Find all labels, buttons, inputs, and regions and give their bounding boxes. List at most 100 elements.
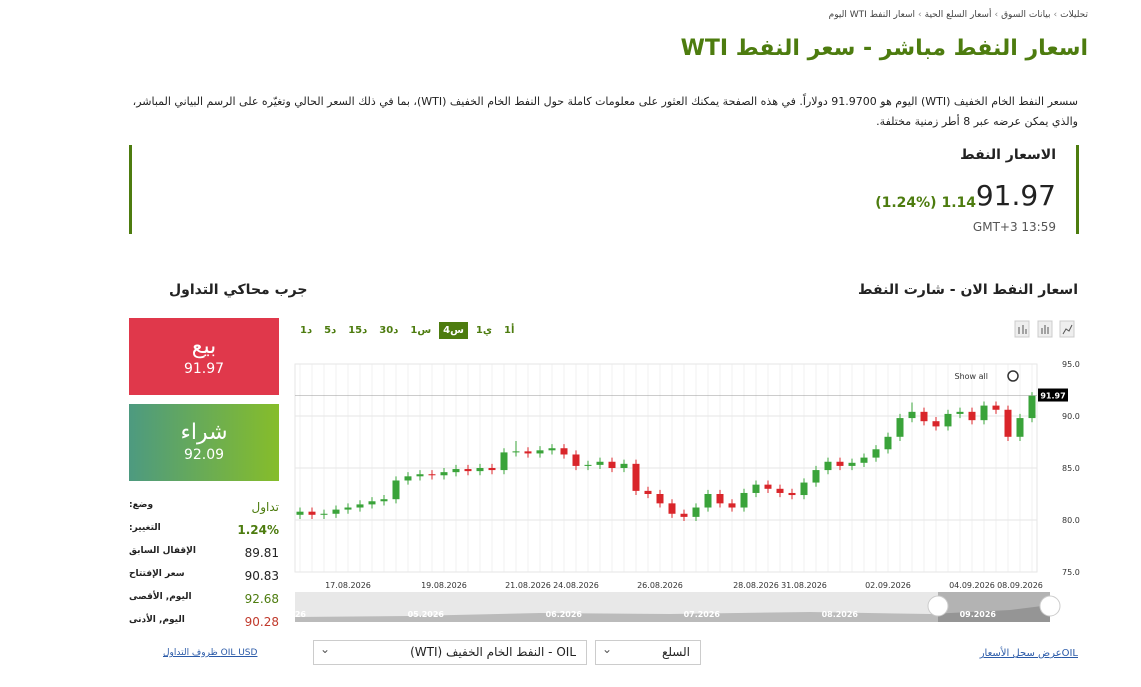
current-price-box (1038, 388, 1068, 402)
show-all: Show all (955, 372, 988, 381)
candle-body (848, 462, 856, 466)
timeframe-button[interactable]: 15د (348, 325, 368, 336)
chart-heading: اسعار النفط الان - شارت النفط (858, 282, 1078, 298)
candle-body (296, 511, 304, 515)
navigator-label: 06.2026 (546, 610, 583, 619)
candle-body (716, 494, 724, 504)
stat-value: 92.68 (244, 592, 279, 606)
candle-body (668, 503, 676, 514)
candle-body (488, 468, 496, 471)
candle-body (944, 413, 952, 427)
candle-body (968, 411, 976, 421)
candle-body (980, 405, 988, 421)
candle-body (476, 468, 484, 472)
breadcrumb: تحليلات›بيانات السوق›أسعار السلع الحية›ا… (828, 10, 1088, 20)
timeframe-button[interactable]: 1أ (504, 325, 515, 336)
stat-row: 92.68 اليوم, الأقصى (129, 592, 279, 606)
candle-body (548, 448, 556, 451)
history-link[interactable]: OILعرض سجل الأسعار (979, 648, 1078, 659)
conditions-link[interactable]: OIL USD ظروف التداول (163, 648, 258, 658)
x-tick-label: 24.08.2026 (553, 581, 599, 590)
timeframe-button[interactable]: 1د (300, 325, 313, 336)
candle-body (416, 474, 424, 477)
candle-body (800, 482, 808, 496)
price-box: الاسعار النفط 91.97 (1.24%) 1.14 GMT+3 1… (129, 145, 1079, 234)
candle-body (620, 463, 628, 468)
candle-body (332, 509, 340, 514)
candle-body (872, 449, 880, 458)
stat-value: 1.24% (237, 523, 279, 537)
timeframe-button[interactable]: 1ي (475, 325, 493, 336)
candle-body (512, 451, 520, 453)
candle-body (920, 411, 928, 422)
x-tick-label: 21.08.2026 (505, 581, 551, 590)
x-tick-label: 28.08.2026 (733, 581, 779, 590)
candle-body (932, 421, 940, 427)
buy-label: شراء (180, 420, 228, 445)
x-tick-label: 31.08.2026 (781, 581, 827, 590)
candle-body (632, 463, 640, 491)
candle-body (584, 464, 592, 466)
price-time: GMT+3 13:59 (972, 220, 1056, 234)
stat-row: 90.28 اليوم, الأدنى (129, 615, 279, 629)
candle-body (596, 461, 604, 465)
buy-button[interactable]: شراء 92.09 (129, 404, 279, 481)
candle-body (956, 411, 964, 414)
candle-body (308, 511, 316, 515)
candle-body (824, 461, 832, 471)
candle-body (536, 450, 544, 454)
candle-body (524, 451, 532, 454)
candle-body (884, 436, 892, 450)
price-change: (1.24%) 1.14 (875, 195, 976, 211)
sidebar-heading: جرب محاكي التداول (169, 282, 308, 298)
stat-label: سعر الإفتتاح (129, 569, 185, 579)
candle-body (812, 470, 820, 483)
stat-value: 90.28 (244, 615, 279, 629)
candle-body (368, 501, 376, 505)
stat-row: 90.83 سعر الإفتتاح (129, 569, 279, 583)
candle-body (860, 457, 868, 463)
crumb[interactable]: بيانات السوق (1001, 10, 1051, 20)
candle-body (404, 476, 412, 481)
page-title: اسعار النفط مباشر - سعر النفط WTI (680, 36, 1088, 61)
x-tick-label: 17.08.2026 (325, 581, 371, 590)
candle-body (764, 484, 772, 489)
candle-body (452, 469, 460, 473)
timeframes: 1د 5د 15د 30د 1س 4س 1ي 1أ (296, 322, 518, 339)
stat-value: تداول (251, 500, 280, 514)
y-tick-label: 90.00 (1062, 412, 1080, 421)
x-tick-label: 08.09.2026 (997, 581, 1043, 590)
candle-body (1016, 418, 1024, 437)
y-tick-label: 80.00 (1062, 516, 1080, 525)
navigator-label: 08.2026 (822, 610, 859, 619)
y-tick-label: 75.00 (1062, 568, 1080, 577)
navigator-label: 09.2026 (960, 610, 997, 619)
timeframe-button[interactable]: 4س (439, 322, 468, 339)
sell-price: 91.97 (183, 361, 225, 377)
price: 91.97 (975, 179, 1056, 212)
timeframe-button[interactable]: 30د (379, 325, 399, 336)
category-select[interactable]: السلع (595, 640, 701, 665)
candle-body (356, 504, 364, 508)
timeframe-button[interactable]: 5د (324, 325, 337, 336)
chart: 17.08.2026 19.08.2026 21.08.2026 24.08.2026… (290, 360, 1080, 622)
navigator-label: 07.2026 (684, 610, 721, 619)
crumb[interactable]: تحليلات (1060, 10, 1088, 20)
stat-label: وضع: (129, 500, 154, 510)
sell-button[interactable]: بيع 91.97 (129, 318, 279, 395)
candle-body (344, 507, 352, 510)
candle-body (752, 484, 760, 493)
timeframe-button[interactable]: 1س (410, 325, 432, 336)
x-tick-label: 26.08.2026 (637, 581, 683, 590)
x-tick-label: 02.09.2026 (865, 581, 911, 590)
candle-body (836, 461, 844, 466)
crumb[interactable]: أسعار السلع الحية (924, 10, 992, 20)
x-tick-label: 04.09.2026 (949, 581, 995, 590)
candle-body (392, 480, 400, 500)
candle-body (680, 513, 688, 517)
instrument-select[interactable]: OIL - النفط الخام الخفيف (WTI) (313, 640, 587, 665)
candle-body (1028, 395, 1036, 419)
stat-label: الإقفال السابق (129, 546, 196, 556)
zoom-icon (1007, 370, 1019, 382)
y-tick-label: 85.00 (1062, 464, 1080, 473)
